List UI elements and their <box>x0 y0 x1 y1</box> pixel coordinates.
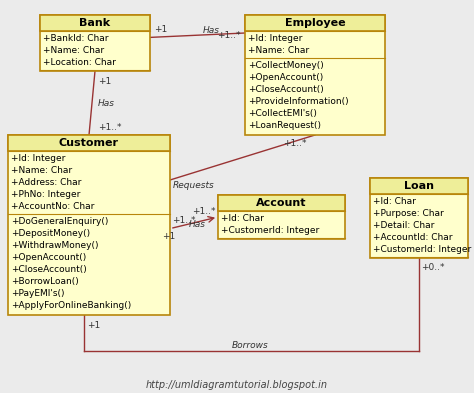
Text: +ApplyForOnlineBanking(): +ApplyForOnlineBanking() <box>11 301 131 310</box>
Text: Has: Has <box>189 220 206 229</box>
Text: Has: Has <box>202 26 219 35</box>
Text: Requests: Requests <box>173 180 215 189</box>
Text: +ProvideInformation(): +ProvideInformation() <box>248 97 348 106</box>
Text: +1: +1 <box>154 25 167 34</box>
Text: +Name: Char: +Name: Char <box>11 166 72 175</box>
Text: +PhNo: Integer: +PhNo: Integer <box>11 190 81 199</box>
Text: +1: +1 <box>87 321 100 329</box>
Text: +BorrowLoan(): +BorrowLoan() <box>11 277 79 286</box>
Bar <box>40 15 150 31</box>
Text: +Id: Char: +Id: Char <box>373 197 416 206</box>
Text: +1..*: +1..* <box>217 31 240 40</box>
Text: +WithdrawMoney(): +WithdrawMoney() <box>11 241 99 250</box>
Bar <box>218 195 345 239</box>
Text: Customer: Customer <box>59 138 119 148</box>
Text: +Detail: Char: +Detail: Char <box>373 221 434 230</box>
Text: +Id: Integer: +Id: Integer <box>248 34 302 43</box>
Text: +CustomerId: Integer: +CustomerId: Integer <box>373 245 471 254</box>
Text: +CloseAccount(): +CloseAccount() <box>11 265 87 274</box>
Bar <box>245 15 385 135</box>
Text: http://umldiagramtutorial.blogspot.in: http://umldiagramtutorial.blogspot.in <box>146 380 328 390</box>
Text: +OpenAccount(): +OpenAccount() <box>248 73 323 82</box>
Text: +1: +1 <box>162 232 175 241</box>
Text: +Location: Char: +Location: Char <box>43 58 116 67</box>
Text: +Name: Char: +Name: Char <box>248 46 309 55</box>
Text: +PayEMI's(): +PayEMI's() <box>11 289 64 298</box>
Text: +AccountId: Char: +AccountId: Char <box>373 233 453 242</box>
Text: +CollectMoney(): +CollectMoney() <box>248 61 324 70</box>
Text: +1..*: +1..* <box>283 138 307 147</box>
Text: Has: Has <box>98 99 115 108</box>
Text: +DoGeneralEnquiry(): +DoGeneralEnquiry() <box>11 217 109 226</box>
Text: +1..*: +1..* <box>192 206 216 215</box>
Text: +AccountNo: Char: +AccountNo: Char <box>11 202 94 211</box>
Text: +DepositMoney(): +DepositMoney() <box>11 229 90 238</box>
Text: Loan: Loan <box>404 181 434 191</box>
Text: +CloseAccount(): +CloseAccount() <box>248 85 324 94</box>
Bar <box>370 178 468 258</box>
Text: +Id: Integer: +Id: Integer <box>11 154 65 163</box>
Text: +LoanRequest(): +LoanRequest() <box>248 121 321 130</box>
Text: +CollectEMI's(): +CollectEMI's() <box>248 109 317 118</box>
Bar <box>218 195 345 211</box>
Bar <box>8 135 170 315</box>
Text: +Address: Char: +Address: Char <box>11 178 82 187</box>
Text: +Purpose: Char: +Purpose: Char <box>373 209 444 218</box>
Text: Account: Account <box>256 198 307 208</box>
Text: Borrows: Borrows <box>231 342 268 351</box>
Text: Employee: Employee <box>285 18 346 28</box>
Bar <box>245 15 385 31</box>
Text: +Id: Char: +Id: Char <box>221 214 264 223</box>
Bar <box>370 178 468 194</box>
Text: +1..*: +1..* <box>98 123 121 132</box>
Text: Bank: Bank <box>80 18 110 28</box>
Text: +Name: Char: +Name: Char <box>43 46 104 55</box>
Text: +0..*: +0..* <box>421 263 445 272</box>
Bar <box>8 135 170 151</box>
Text: +1..*: +1..* <box>172 216 195 225</box>
Bar <box>40 15 150 71</box>
Text: +OpenAccount(): +OpenAccount() <box>11 253 86 262</box>
Text: +BankId: Char: +BankId: Char <box>43 34 109 43</box>
Text: +CustomerId: Integer: +CustomerId: Integer <box>221 226 319 235</box>
Text: +1: +1 <box>98 77 111 86</box>
